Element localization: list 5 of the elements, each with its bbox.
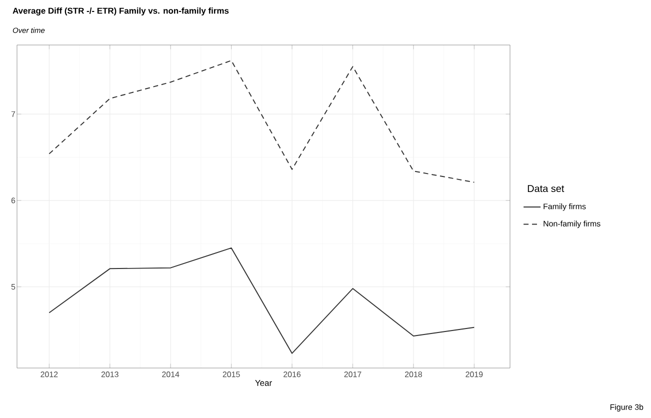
chart-title: Average Diff (STR -/- ETR) Family vs. non-family firms	[12, 8, 229, 16]
line-series	[48, 60, 475, 183]
x-axis-title: Year	[255, 380, 272, 386]
legend-title: Data set	[528, 185, 564, 192]
line-series	[48, 247, 475, 354]
